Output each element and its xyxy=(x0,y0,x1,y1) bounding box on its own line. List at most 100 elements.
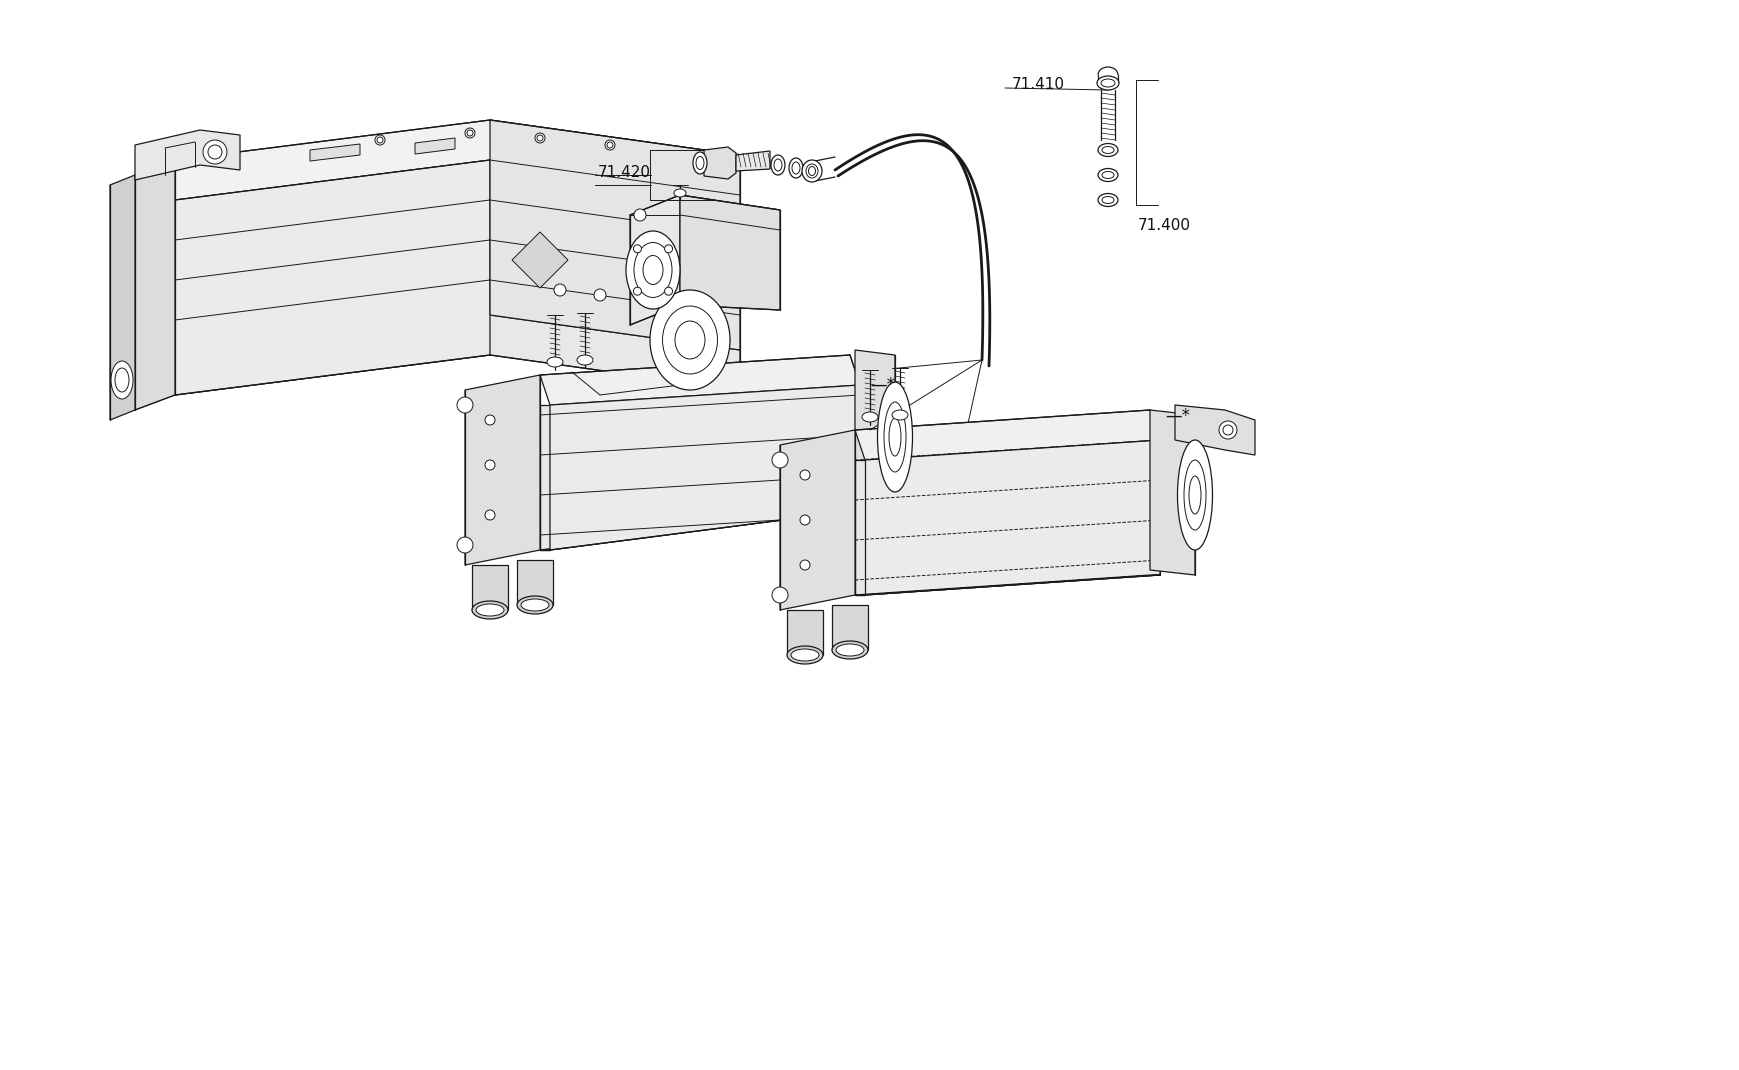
Ellipse shape xyxy=(1101,79,1115,87)
Polygon shape xyxy=(136,129,240,180)
Circle shape xyxy=(537,135,543,141)
Polygon shape xyxy=(471,565,508,610)
Polygon shape xyxy=(1149,410,1195,575)
Ellipse shape xyxy=(115,368,129,392)
Circle shape xyxy=(593,289,605,301)
Ellipse shape xyxy=(626,231,680,309)
Ellipse shape xyxy=(835,644,864,656)
Text: —*: —* xyxy=(1165,407,1189,425)
Circle shape xyxy=(633,209,645,221)
Ellipse shape xyxy=(476,603,504,616)
Circle shape xyxy=(553,284,565,296)
Ellipse shape xyxy=(883,402,906,472)
Circle shape xyxy=(800,470,810,480)
Circle shape xyxy=(209,146,223,159)
Circle shape xyxy=(772,452,788,468)
Ellipse shape xyxy=(675,321,704,360)
Ellipse shape xyxy=(876,382,911,492)
Ellipse shape xyxy=(791,649,819,661)
Circle shape xyxy=(534,133,544,143)
Ellipse shape xyxy=(802,160,821,182)
Ellipse shape xyxy=(770,155,784,175)
Circle shape xyxy=(800,515,810,525)
Circle shape xyxy=(377,137,383,143)
Polygon shape xyxy=(539,510,859,550)
Polygon shape xyxy=(176,315,739,395)
Circle shape xyxy=(633,287,642,295)
Ellipse shape xyxy=(1101,171,1113,179)
Ellipse shape xyxy=(1177,440,1212,550)
Circle shape xyxy=(607,142,612,148)
Ellipse shape xyxy=(633,243,671,297)
Ellipse shape xyxy=(892,410,908,421)
Ellipse shape xyxy=(111,361,132,399)
Polygon shape xyxy=(539,406,550,550)
Circle shape xyxy=(772,587,788,603)
Ellipse shape xyxy=(643,256,663,285)
Ellipse shape xyxy=(1097,168,1118,182)
Circle shape xyxy=(633,245,642,253)
Circle shape xyxy=(800,560,810,570)
Ellipse shape xyxy=(1096,76,1118,90)
Polygon shape xyxy=(786,610,823,655)
Ellipse shape xyxy=(809,167,816,175)
Polygon shape xyxy=(136,160,176,410)
Ellipse shape xyxy=(805,164,817,178)
Text: 71.400: 71.400 xyxy=(1137,217,1189,232)
Polygon shape xyxy=(464,374,539,565)
Ellipse shape xyxy=(889,418,901,456)
Circle shape xyxy=(464,128,475,138)
Polygon shape xyxy=(516,560,553,605)
Polygon shape xyxy=(176,120,739,200)
Ellipse shape xyxy=(546,357,563,367)
Ellipse shape xyxy=(788,158,802,178)
Polygon shape xyxy=(490,120,739,350)
Ellipse shape xyxy=(692,152,706,174)
Polygon shape xyxy=(539,355,859,406)
Ellipse shape xyxy=(696,156,704,169)
Polygon shape xyxy=(854,410,1160,460)
Circle shape xyxy=(1219,421,1236,439)
Polygon shape xyxy=(680,195,779,230)
Text: 71.410: 71.410 xyxy=(1012,76,1064,92)
Ellipse shape xyxy=(774,159,781,171)
Polygon shape xyxy=(630,195,680,325)
Ellipse shape xyxy=(650,290,730,389)
Polygon shape xyxy=(680,195,779,310)
Circle shape xyxy=(485,510,494,520)
Polygon shape xyxy=(854,575,1160,595)
Ellipse shape xyxy=(1097,194,1118,207)
Circle shape xyxy=(203,140,226,164)
Circle shape xyxy=(457,397,473,413)
Circle shape xyxy=(376,135,384,146)
Polygon shape xyxy=(779,430,854,610)
Ellipse shape xyxy=(577,355,593,365)
Polygon shape xyxy=(176,160,490,395)
Ellipse shape xyxy=(1188,476,1200,514)
Ellipse shape xyxy=(673,189,685,197)
Polygon shape xyxy=(550,385,859,550)
Circle shape xyxy=(664,245,673,253)
Polygon shape xyxy=(864,440,1160,595)
Polygon shape xyxy=(310,144,360,160)
Circle shape xyxy=(664,287,673,295)
Polygon shape xyxy=(1174,406,1254,455)
Polygon shape xyxy=(704,147,736,179)
Polygon shape xyxy=(511,232,567,288)
Ellipse shape xyxy=(663,306,716,374)
Circle shape xyxy=(1223,425,1233,435)
Circle shape xyxy=(605,140,614,150)
Ellipse shape xyxy=(1101,147,1113,153)
Polygon shape xyxy=(854,460,864,595)
Ellipse shape xyxy=(1097,143,1118,156)
Text: —*: —* xyxy=(870,376,894,394)
Ellipse shape xyxy=(1183,460,1205,530)
Circle shape xyxy=(485,460,494,470)
Circle shape xyxy=(466,129,473,136)
Ellipse shape xyxy=(791,162,800,174)
Polygon shape xyxy=(854,350,894,520)
Ellipse shape xyxy=(861,412,878,422)
Ellipse shape xyxy=(1101,197,1113,203)
Ellipse shape xyxy=(786,646,823,664)
Ellipse shape xyxy=(831,641,868,659)
